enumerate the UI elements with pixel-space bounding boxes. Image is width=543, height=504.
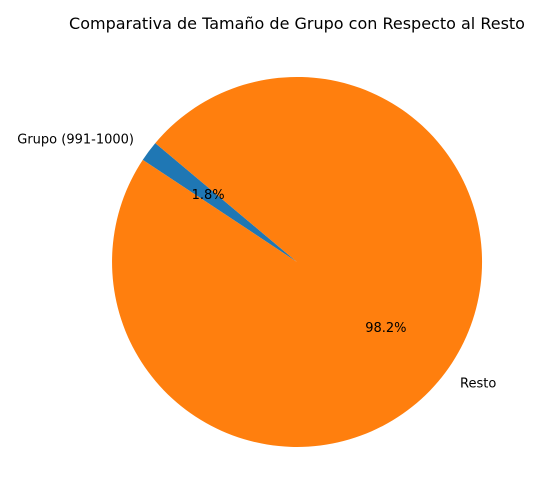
pie-slice-1 bbox=[112, 76, 483, 447]
slice-pct-label-0: 1.8% bbox=[192, 188, 225, 203]
slice-label-0: Grupo (991-1000) bbox=[17, 133, 134, 148]
pie-labels: Grupo (991-1000) 1.8% Resto 98.2% bbox=[17, 133, 496, 392]
chart-title: Comparativa de Tamaño de Grupo con Respe… bbox=[69, 14, 525, 33]
pie-slices bbox=[112, 76, 483, 447]
slice-label-1: Resto bbox=[460, 376, 496, 391]
slice-pct-label-1: 98.2% bbox=[365, 321, 406, 336]
pie-slice-0 bbox=[142, 143, 297, 262]
